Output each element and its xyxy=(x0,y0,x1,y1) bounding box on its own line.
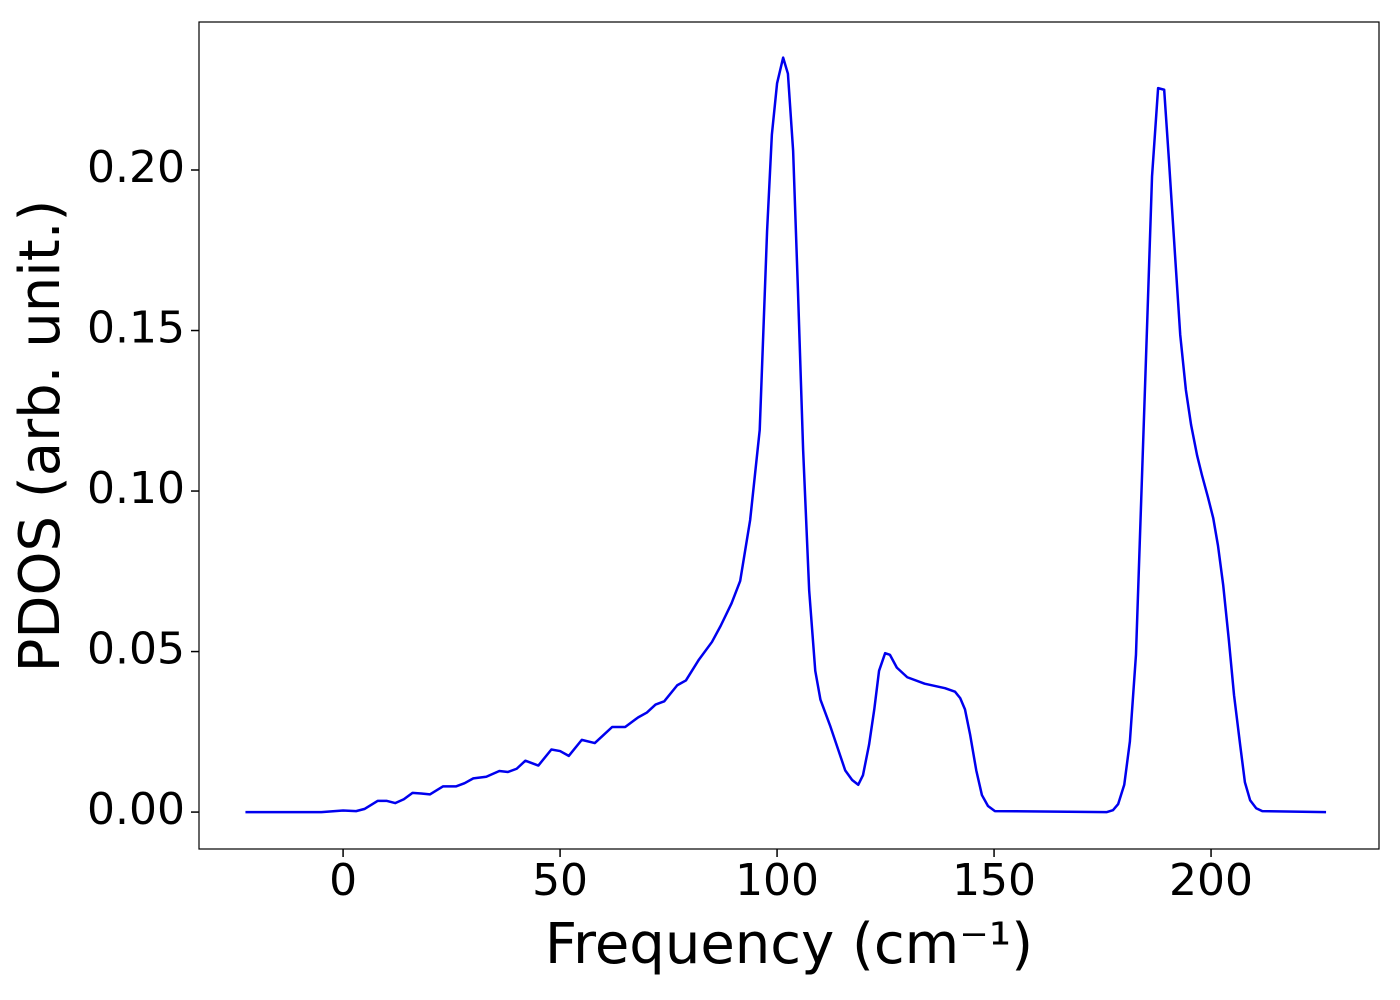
y-tick-label: 0.05 xyxy=(87,624,185,675)
x-tick-label: 0 xyxy=(329,855,357,906)
plot-frame xyxy=(198,21,1380,850)
x-tick-label: 50 xyxy=(532,855,588,906)
y-tick-label: 0.15 xyxy=(87,303,185,354)
x-tick-label: 200 xyxy=(1169,855,1253,906)
data-line xyxy=(245,56,1327,814)
y-tick-label: 0.00 xyxy=(87,784,185,835)
y-tick-label: 0.20 xyxy=(87,142,185,193)
y-axis-label: PDOS (arb. unit.) xyxy=(8,200,73,673)
y-tick-label: 0.10 xyxy=(87,463,185,514)
x-tick-label: 150 xyxy=(952,855,1036,906)
x-axis-label: Frequency (cm⁻¹) xyxy=(545,912,1033,977)
x-tick-label: 100 xyxy=(735,855,819,906)
